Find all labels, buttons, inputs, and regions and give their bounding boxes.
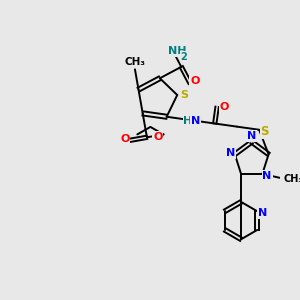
Text: CH₃: CH₃: [284, 173, 300, 184]
Text: N: N: [247, 131, 256, 141]
Text: NH: NH: [168, 46, 187, 56]
Text: N: N: [262, 171, 272, 181]
Text: N: N: [258, 208, 268, 218]
Text: O: O: [190, 76, 200, 86]
Text: H: H: [183, 116, 193, 126]
Text: 2: 2: [180, 52, 187, 62]
Text: S: S: [180, 90, 188, 100]
Text: S: S: [260, 125, 269, 138]
Text: N: N: [226, 148, 235, 158]
Text: N: N: [191, 116, 200, 126]
Text: CH₃: CH₃: [124, 57, 146, 67]
Text: O: O: [120, 134, 129, 144]
Text: O: O: [153, 132, 163, 142]
Text: O: O: [220, 102, 229, 112]
